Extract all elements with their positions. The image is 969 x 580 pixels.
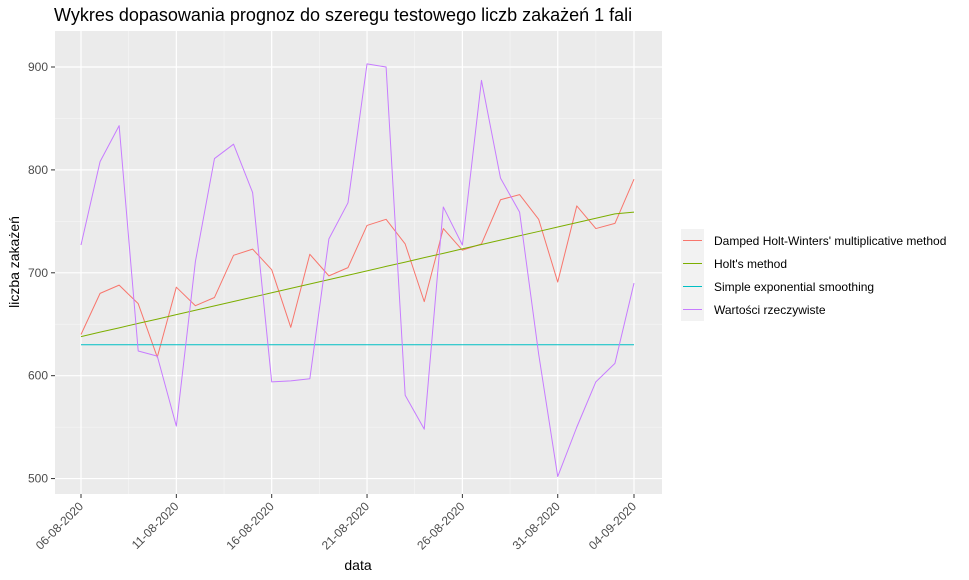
x-axis-title: data <box>344 557 371 573</box>
grid-minor <box>55 31 662 494</box>
series-line-warto-ci-rzeczywiste <box>80 63 635 478</box>
y-tick-label: 600 <box>28 369 48 383</box>
x-axis: 06-08-2020 11-08-2020 16-08-2020 21-08-2020… <box>33 494 640 553</box>
x-tick-label: 06-08-2020 <box>33 499 87 553</box>
legend: Damped Holt-Winters' multiplicative meth… <box>681 229 946 321</box>
x-tick-label: 31-08-2020 <box>510 499 564 553</box>
chart-title: Wykres dopasowania prognoz do szeregu te… <box>54 5 632 25</box>
x-tick-label: 04-09-2020 <box>586 499 640 553</box>
x-tick-label: 16-08-2020 <box>224 499 278 553</box>
y-tick-label: 800 <box>28 163 48 177</box>
y-axis-title: liczba zakażeń <box>6 216 22 308</box>
plot-panel <box>55 31 662 494</box>
series-line-holt-s-method <box>80 211 635 338</box>
series-lines <box>80 63 635 478</box>
x-tick-label: 11-08-2020 <box>129 499 182 552</box>
series-line-damped-holt-winters-multiplicative-method <box>80 178 635 358</box>
x-tick-label: 21-08-2020 <box>319 499 373 553</box>
legend-label: Damped Holt-Winters' multiplicative meth… <box>714 234 946 248</box>
legend-label: Wartości rzeczywiste <box>714 303 826 317</box>
legend-label: Simple exponential smoothing <box>714 280 874 294</box>
y-tick-label: 500 <box>28 472 48 486</box>
y-axis: 500 600 700 800 900 <box>28 60 55 486</box>
legend-label: Holt's method <box>714 257 787 271</box>
y-tick-label: 700 <box>28 266 48 280</box>
x-tick-label: 26-08-2020 <box>414 499 468 553</box>
y-tick-label: 900 <box>28 60 48 74</box>
